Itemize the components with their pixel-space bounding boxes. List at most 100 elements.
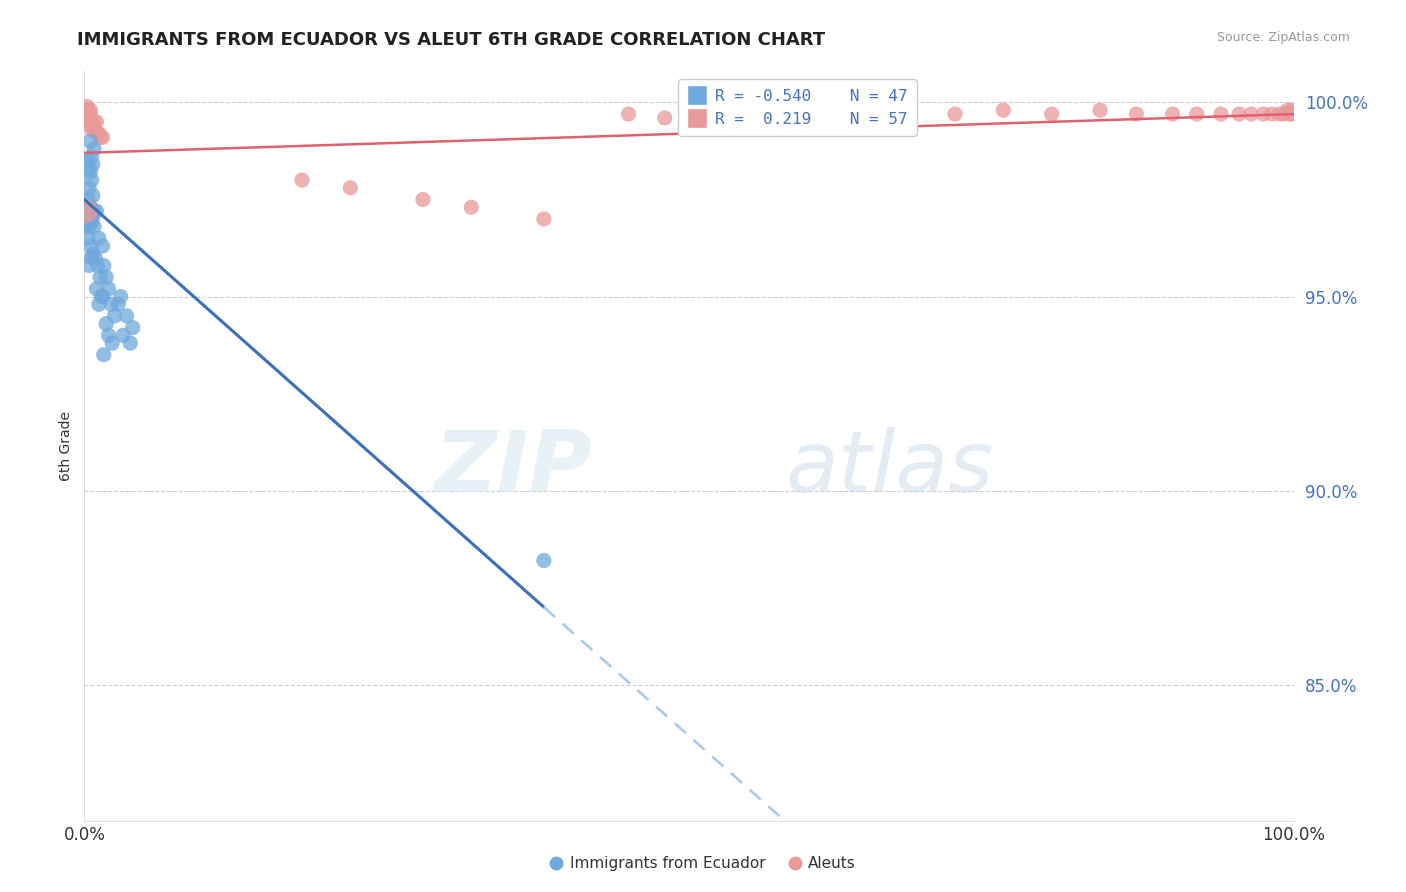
- Point: [79, 134, 101, 148]
- Point: [1088, 103, 1111, 118]
- Point: [79, 103, 101, 118]
- Point: [1240, 107, 1263, 121]
- Point: [83, 115, 105, 129]
- Point: [1281, 107, 1303, 121]
- Point: [1272, 107, 1295, 121]
- Point: [97, 328, 120, 343]
- Point: [93, 348, 115, 362]
- Point: [533, 553, 555, 567]
- Point: [533, 211, 555, 226]
- Point: [77, 231, 100, 245]
- Point: [412, 193, 434, 207]
- Point: [79, 115, 101, 129]
- Point: [89, 130, 111, 145]
- Point: [943, 107, 966, 121]
- Point: [1227, 107, 1250, 121]
- Point: [77, 111, 100, 125]
- Point: [86, 282, 108, 296]
- Point: [80, 211, 103, 226]
- Point: [83, 142, 105, 156]
- Point: [1261, 107, 1284, 121]
- Point: [80, 122, 103, 136]
- Point: [77, 259, 100, 273]
- Point: [79, 115, 101, 129]
- Point: [91, 130, 114, 145]
- Point: [80, 150, 103, 164]
- Point: [97, 282, 120, 296]
- Point: [93, 259, 115, 273]
- Point: [86, 259, 108, 273]
- Point: [1278, 107, 1301, 121]
- Point: [110, 289, 132, 303]
- Point: [82, 188, 104, 202]
- Point: [115, 309, 138, 323]
- Legend: Immigrants from Ecuador, Aleuts: Immigrants from Ecuador, Aleuts: [544, 850, 862, 877]
- Point: [77, 153, 100, 168]
- Point: [291, 173, 314, 187]
- Point: [77, 161, 100, 176]
- Point: [1161, 107, 1184, 121]
- Point: [77, 103, 100, 118]
- Point: [86, 115, 108, 129]
- Point: [77, 219, 100, 234]
- Point: [82, 247, 104, 261]
- Point: [702, 107, 724, 121]
- Point: [77, 111, 100, 125]
- Point: [91, 289, 114, 303]
- Point: [79, 115, 101, 129]
- Point: [77, 103, 100, 118]
- Point: [84, 122, 107, 136]
- Point: [79, 239, 101, 253]
- Point: [77, 107, 100, 121]
- Y-axis label: 6th Grade: 6th Grade: [59, 411, 73, 481]
- Point: [1268, 107, 1291, 121]
- Point: [87, 231, 110, 245]
- Point: [77, 181, 100, 195]
- Point: [77, 107, 100, 121]
- Point: [87, 297, 110, 311]
- Point: [91, 239, 114, 253]
- Point: [77, 111, 100, 125]
- Point: [83, 122, 105, 136]
- Point: [120, 336, 142, 351]
- Point: [100, 297, 122, 311]
- Point: [1185, 107, 1208, 121]
- Point: [76, 99, 98, 113]
- Point: [1040, 107, 1063, 121]
- Point: [94, 317, 117, 331]
- Point: [90, 289, 112, 303]
- Legend: R = -0.540    N = 47, R =  0.219    N = 57: R = -0.540 N = 47, R = 0.219 N = 57: [678, 79, 917, 136]
- Point: [104, 309, 127, 323]
- Point: [75, 211, 97, 226]
- Point: [79, 200, 101, 214]
- Point: [846, 103, 869, 118]
- Point: [94, 270, 117, 285]
- Point: [79, 165, 101, 179]
- Text: atlas: atlas: [786, 427, 994, 510]
- Point: [80, 173, 103, 187]
- Point: [1125, 107, 1147, 121]
- Point: [654, 111, 676, 125]
- Point: [89, 270, 111, 285]
- Point: [80, 119, 103, 133]
- Point: [86, 204, 108, 219]
- Point: [101, 336, 124, 351]
- Point: [77, 193, 100, 207]
- Point: [617, 107, 640, 121]
- Point: [1209, 107, 1232, 121]
- Text: IMMIGRANTS FROM ECUADOR VS ALEUT 6TH GRADE CORRELATION CHART: IMMIGRANTS FROM ECUADOR VS ALEUT 6TH GRA…: [77, 31, 825, 49]
- Point: [896, 107, 918, 121]
- Point: [77, 111, 100, 125]
- Point: [112, 328, 135, 343]
- Point: [82, 157, 104, 171]
- Point: [993, 103, 1015, 118]
- Point: [751, 103, 773, 118]
- Point: [1253, 107, 1275, 121]
- Point: [84, 251, 107, 265]
- Text: ZIP: ZIP: [434, 427, 592, 510]
- Point: [80, 119, 103, 133]
- Point: [1277, 103, 1299, 118]
- Point: [339, 181, 361, 195]
- Point: [82, 119, 104, 133]
- Point: [75, 204, 97, 219]
